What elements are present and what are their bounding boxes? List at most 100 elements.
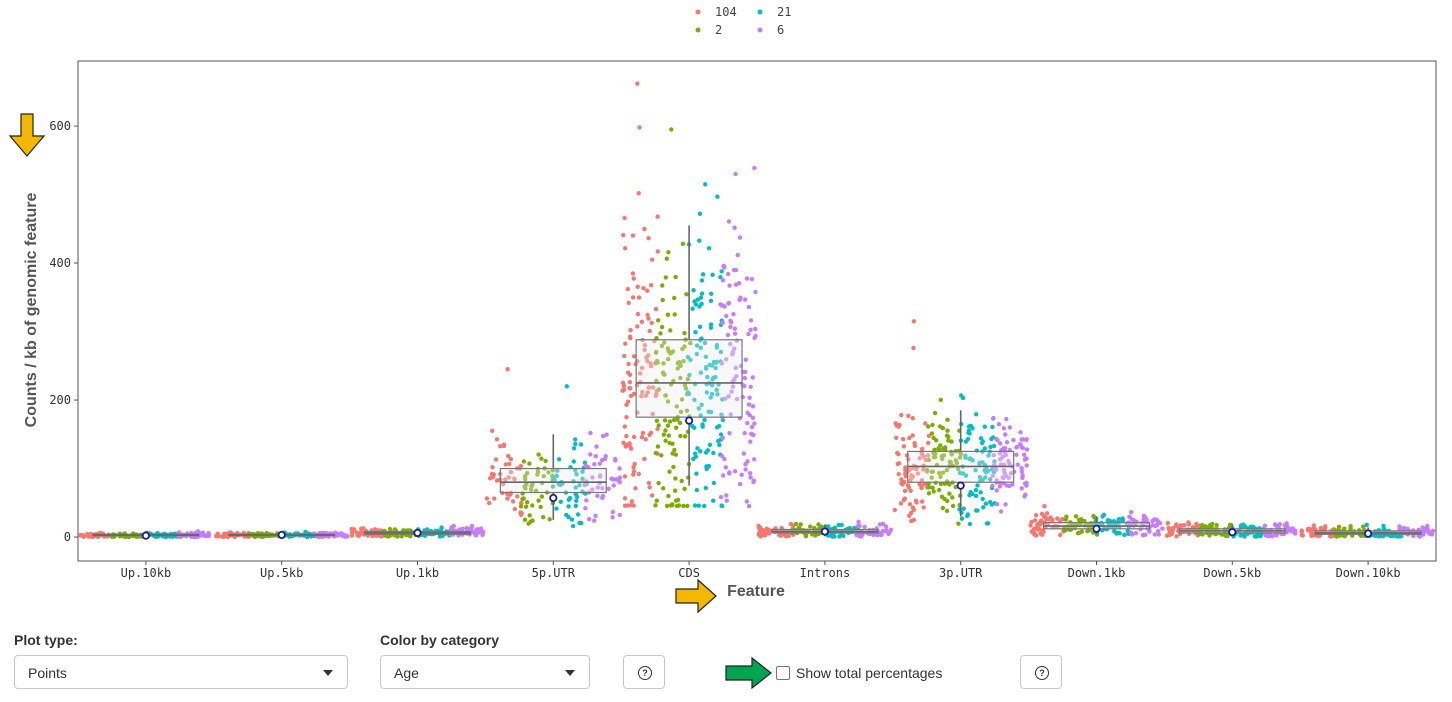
data-point <box>582 482 587 488</box>
data-point <box>642 226 647 232</box>
data-point <box>1364 522 1370 527</box>
data-point <box>808 524 813 529</box>
data-point <box>938 397 943 402</box>
percentages-help-button[interactable]: ? <box>1020 655 1062 689</box>
data-point <box>643 393 649 398</box>
data-point <box>647 328 652 334</box>
data-point <box>1001 475 1006 480</box>
data-point <box>622 246 628 251</box>
data-point <box>631 465 636 470</box>
color-help-button[interactable]: ? <box>623 655 665 689</box>
data-point <box>960 395 966 401</box>
data-point <box>903 468 908 473</box>
data-point <box>994 488 999 493</box>
data-point <box>1174 534 1179 539</box>
data-point <box>506 453 511 459</box>
data-point <box>1300 533 1306 538</box>
data-point <box>666 250 671 255</box>
data-point <box>991 453 996 458</box>
data-point <box>1003 432 1008 437</box>
data-point <box>732 377 737 382</box>
data-point <box>728 412 733 417</box>
data-point <box>742 375 747 381</box>
data-point <box>539 456 544 461</box>
data-point <box>715 194 720 199</box>
data-point <box>1318 526 1324 532</box>
data-point <box>737 235 743 240</box>
data-point <box>674 503 680 509</box>
data-point <box>929 469 935 474</box>
data-point <box>910 505 916 510</box>
data-point <box>984 521 990 526</box>
data-point <box>1125 528 1131 534</box>
data-point <box>1019 469 1025 474</box>
data-point <box>1420 525 1426 531</box>
yellow-arrow-right-icon <box>675 578 717 614</box>
data-point <box>995 502 1000 507</box>
data-point <box>631 434 637 440</box>
data-point <box>355 533 360 538</box>
data-point <box>745 459 750 464</box>
data-point <box>1141 517 1146 522</box>
data-point <box>715 392 720 397</box>
data-point <box>752 457 757 462</box>
data-point <box>653 450 658 456</box>
data-point <box>593 513 598 518</box>
data-point <box>742 430 747 436</box>
data-point <box>522 484 527 489</box>
data-point <box>729 389 734 394</box>
data-point <box>665 312 671 317</box>
data-point <box>678 375 683 381</box>
data-point <box>1174 522 1179 527</box>
data-point <box>732 469 738 474</box>
data-point <box>750 404 756 409</box>
data-point <box>753 289 758 295</box>
plot-type-select[interactable]: Points <box>14 655 348 689</box>
plot-type-label: Plot type: <box>14 632 78 648</box>
data-point <box>630 271 636 276</box>
x-tick-label: Up.5kb <box>260 566 303 580</box>
data-point <box>678 433 683 439</box>
data-point <box>546 470 551 475</box>
data-point <box>719 269 724 274</box>
data-point <box>753 326 758 332</box>
data-point <box>975 483 980 488</box>
data-point <box>720 278 726 283</box>
data-point <box>656 480 661 486</box>
data-point <box>176 530 182 535</box>
data-point <box>967 521 973 527</box>
data-point <box>905 483 911 488</box>
color-by-select[interactable]: Age <box>380 655 590 689</box>
data-point <box>709 363 715 368</box>
data-point <box>702 340 708 346</box>
data-point <box>505 496 510 501</box>
data-point <box>660 283 665 288</box>
data-point <box>745 420 750 426</box>
data-point <box>1058 532 1063 538</box>
data-point <box>1238 523 1244 528</box>
data-point <box>633 486 638 491</box>
data-point <box>915 471 921 476</box>
data-point <box>350 530 355 535</box>
data-point <box>702 503 707 509</box>
data-point <box>1141 532 1146 538</box>
data-point <box>693 302 699 307</box>
chart-legend: 104 21 2 6 <box>695 5 791 37</box>
show-total-percentages-checkbox[interactable] <box>776 666 790 680</box>
data-point <box>1270 534 1275 539</box>
data-point <box>714 387 719 393</box>
data-point <box>703 485 708 491</box>
data-point <box>626 300 631 306</box>
data-point <box>593 454 598 459</box>
data-point <box>921 454 927 459</box>
data-point <box>975 508 980 513</box>
data-point <box>857 523 862 529</box>
data-point <box>919 478 925 483</box>
data-point <box>600 457 605 463</box>
data-point <box>667 440 672 446</box>
data-point <box>1348 526 1353 531</box>
show-total-percentages-toggle[interactable]: Show total percentages <box>776 665 942 681</box>
data-point <box>694 487 699 493</box>
data-point <box>685 390 691 395</box>
box-body <box>499 467 607 494</box>
